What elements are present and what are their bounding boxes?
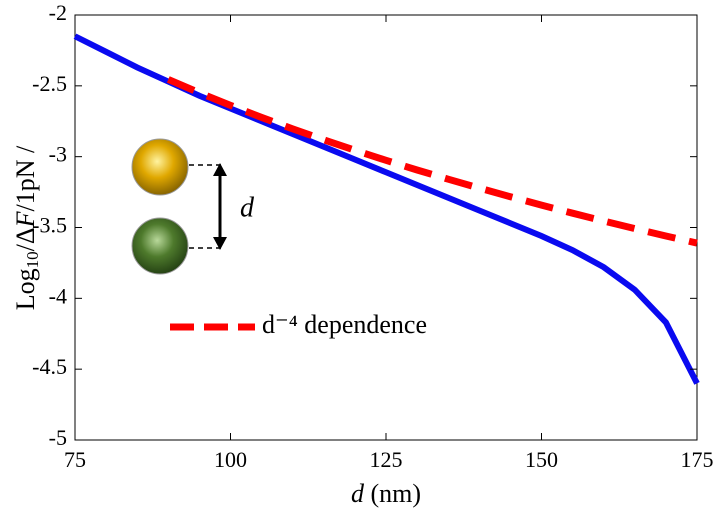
x-tick-label: 175 — [681, 447, 714, 472]
y-label-part: Log — [11, 268, 40, 310]
y-label-part: 10 — [23, 251, 42, 268]
y-axis-label: Log10/ΔF/1pN / — [11, 145, 42, 310]
inset-diagram: d — [131, 138, 255, 275]
x-axis-label: d (nm) — [351, 479, 421, 508]
y-tick-label: -4 — [49, 283, 67, 308]
annotation: d — [240, 192, 255, 223]
series-line — [166, 76, 698, 247]
x-tick-label: 75 — [64, 447, 86, 472]
y-tick-label: -5 — [49, 425, 67, 450]
y-label-part: /Δ — [11, 227, 40, 251]
sphere-gold — [131, 138, 189, 196]
y-tick-label: -2 — [49, 0, 67, 25]
legend-label: d⁻⁴ dependence — [262, 310, 427, 339]
x-tick-label: 150 — [525, 447, 558, 472]
y-tick-label: -3 — [49, 142, 67, 167]
y-tick-label: -4.5 — [32, 354, 67, 379]
x-label-part: (nm) — [364, 479, 421, 508]
y-label-part: /1pN / — [11, 145, 40, 212]
plot-area — [73, 33, 700, 385]
y-tick-label: -2.5 — [32, 71, 67, 96]
x-tick-label: 100 — [214, 447, 247, 472]
x-label-part: d — [351, 479, 365, 508]
sphere-green — [131, 217, 189, 275]
y-tick-label: -3.5 — [32, 213, 67, 238]
y-label-part: F — [11, 210, 40, 228]
x-tick-label: 125 — [370, 447, 403, 472]
